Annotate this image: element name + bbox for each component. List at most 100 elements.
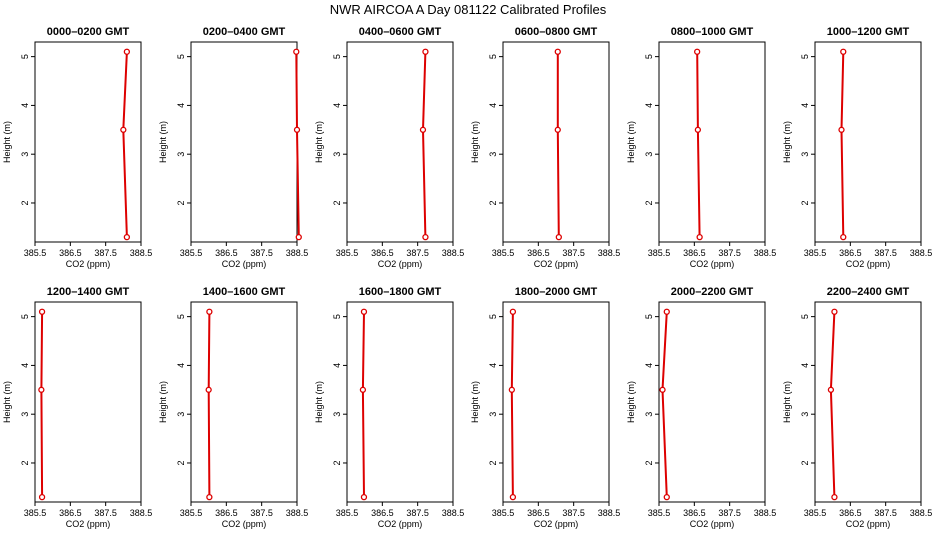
y-tick-label: 5 (332, 314, 342, 319)
figure-title: NWR AIRCOA A Day 081122 Calibrated Profi… (330, 2, 607, 17)
profile-panel: 0200–0400 GMT 385.5 386.5 387.5 388.5 2 3 4 5 CO2… (158, 26, 308, 269)
y-tick-label: 2 (20, 200, 30, 205)
panel-title: 0800–1000 GMT (671, 26, 754, 38)
x-tick-label: 387.5 (94, 248, 117, 258)
x-tick-label: 388.5 (130, 508, 153, 518)
x-tick-label: 385.5 (24, 508, 47, 518)
y-tick-label: 2 (644, 460, 654, 465)
y-tick-label: 3 (332, 412, 342, 417)
x-tick-label: 386.5 (59, 508, 82, 518)
profile-point (840, 233, 847, 241)
y-axis-label: Height (m) (314, 381, 324, 423)
x-axis-label: CO2 (ppm) (534, 259, 579, 269)
panel-title: 1400–1600 GMT (203, 286, 286, 298)
y-tick-label: 5 (488, 314, 498, 319)
panel-title: 0400–0600 GMT (359, 26, 442, 38)
x-axis-label: CO2 (ppm) (846, 519, 891, 529)
y-axis-label: Height (m) (158, 381, 168, 423)
profile-point (554, 126, 561, 133)
panel-title: 1200–1400 GMT (47, 286, 130, 298)
x-tick-label: 387.5 (250, 248, 273, 258)
profile-panel: 1000–1200 GMT 385.5 386.5 387.5 388.5 2 3 4 5 CO2… (782, 26, 932, 269)
profile-panel: 0000–0200 GMT 385.5 386.5 387.5 388.5 2 3 4 5 CO2… (2, 26, 152, 269)
profile-point (694, 126, 702, 133)
profile-panel: 0800–1000 GMT 385.5 386.5 387.5 388.5 2 3 4 5 CO2… (626, 26, 776, 269)
x-tick-label: 388.5 (754, 508, 777, 518)
y-tick-label: 2 (488, 200, 498, 205)
x-tick-label: 388.5 (442, 508, 465, 518)
x-axis-label: CO2 (ppm) (66, 259, 111, 269)
plot-frame (814, 41, 922, 243)
x-tick-label: 388.5 (442, 248, 465, 258)
panel-title: 0000–0200 GMT (47, 26, 130, 38)
profile-point (206, 308, 213, 315)
y-tick-label: 2 (644, 200, 654, 205)
y-axis-label: Height (m) (782, 381, 792, 423)
profile-line (661, 311, 668, 498)
x-tick-label: 387.5 (406, 248, 429, 258)
profile-point (360, 493, 368, 501)
x-axis-label: CO2 (ppm) (846, 259, 891, 269)
y-tick-label: 5 (800, 54, 810, 59)
x-tick-label: 385.5 (180, 508, 203, 518)
panel-title: 0600–0800 GMT (515, 26, 598, 38)
y-tick-label: 4 (644, 103, 654, 108)
y-axis-label: Height (m) (626, 121, 636, 163)
profile-panel: 1600–1800 GMT 385.5 386.5 387.5 388.5 2 3 4 5 CO2… (314, 286, 464, 529)
x-tick-label: 385.5 (648, 248, 671, 258)
profile-point (38, 308, 46, 315)
x-tick-label: 386.5 (59, 248, 82, 258)
y-tick-label: 3 (800, 412, 810, 417)
profile-point (827, 386, 835, 393)
panel-title: 2200–2400 GMT (827, 286, 910, 298)
y-tick-label: 2 (800, 460, 810, 465)
profile-point (422, 233, 429, 241)
profile-line (207, 311, 211, 498)
profile-point (831, 493, 838, 501)
profile-point (123, 48, 131, 55)
x-tick-label: 385.5 (492, 248, 515, 258)
y-tick-label: 4 (176, 103, 186, 108)
y-tick-label: 3 (644, 152, 654, 157)
profile-point (694, 48, 701, 55)
profile-panel: 0600–0800 GMT 385.5 386.5 387.5 388.5 2 3 4 5 CO2… (470, 26, 620, 269)
y-tick-label: 2 (488, 460, 498, 465)
x-tick-label: 385.5 (336, 508, 359, 518)
profile-line (122, 51, 128, 238)
profile-point (838, 126, 845, 133)
y-axis-label: Height (m) (2, 381, 12, 423)
y-tick-label: 4 (644, 363, 654, 368)
profile-panel: 1200–1400 GMT 385.5 386.5 387.5 388.5 2 3 4 5 CO2… (2, 286, 152, 529)
plot-frame (346, 301, 454, 503)
y-axis-label: Height (m) (158, 121, 168, 163)
y-axis-label: Height (m) (314, 121, 324, 163)
x-tick-label: 386.5 (527, 508, 550, 518)
plot-frame (658, 301, 766, 503)
panel-title: 0200–0400 GMT (203, 26, 286, 38)
x-axis-label: CO2 (ppm) (378, 259, 423, 269)
y-tick-label: 4 (488, 363, 498, 368)
x-tick-label: 387.5 (250, 508, 273, 518)
x-tick-label: 386.5 (371, 248, 394, 258)
x-tick-label: 385.5 (24, 248, 47, 258)
y-tick-label: 4 (488, 103, 498, 108)
y-tick-label: 4 (332, 363, 342, 368)
profile-line (361, 311, 365, 498)
x-axis-label: CO2 (ppm) (222, 259, 267, 269)
x-tick-label: 388.5 (286, 508, 309, 518)
profile-panel: 1400–1600 GMT 385.5 386.5 387.5 388.5 2 3 4 5 CO2… (158, 286, 308, 529)
profile-point (831, 308, 838, 315)
x-tick-label: 387.5 (406, 508, 429, 518)
plot-frame (34, 301, 142, 503)
y-tick-label: 4 (20, 363, 30, 368)
x-tick-label: 386.5 (371, 508, 394, 518)
plot-frame (346, 41, 454, 243)
y-tick-label: 5 (20, 314, 30, 319)
y-tick-label: 3 (488, 412, 498, 417)
profile-point (38, 493, 46, 501)
x-tick-label: 386.5 (839, 508, 862, 518)
x-tick-label: 388.5 (910, 248, 933, 258)
y-tick-label: 2 (176, 460, 186, 465)
x-tick-label: 385.5 (492, 508, 515, 518)
